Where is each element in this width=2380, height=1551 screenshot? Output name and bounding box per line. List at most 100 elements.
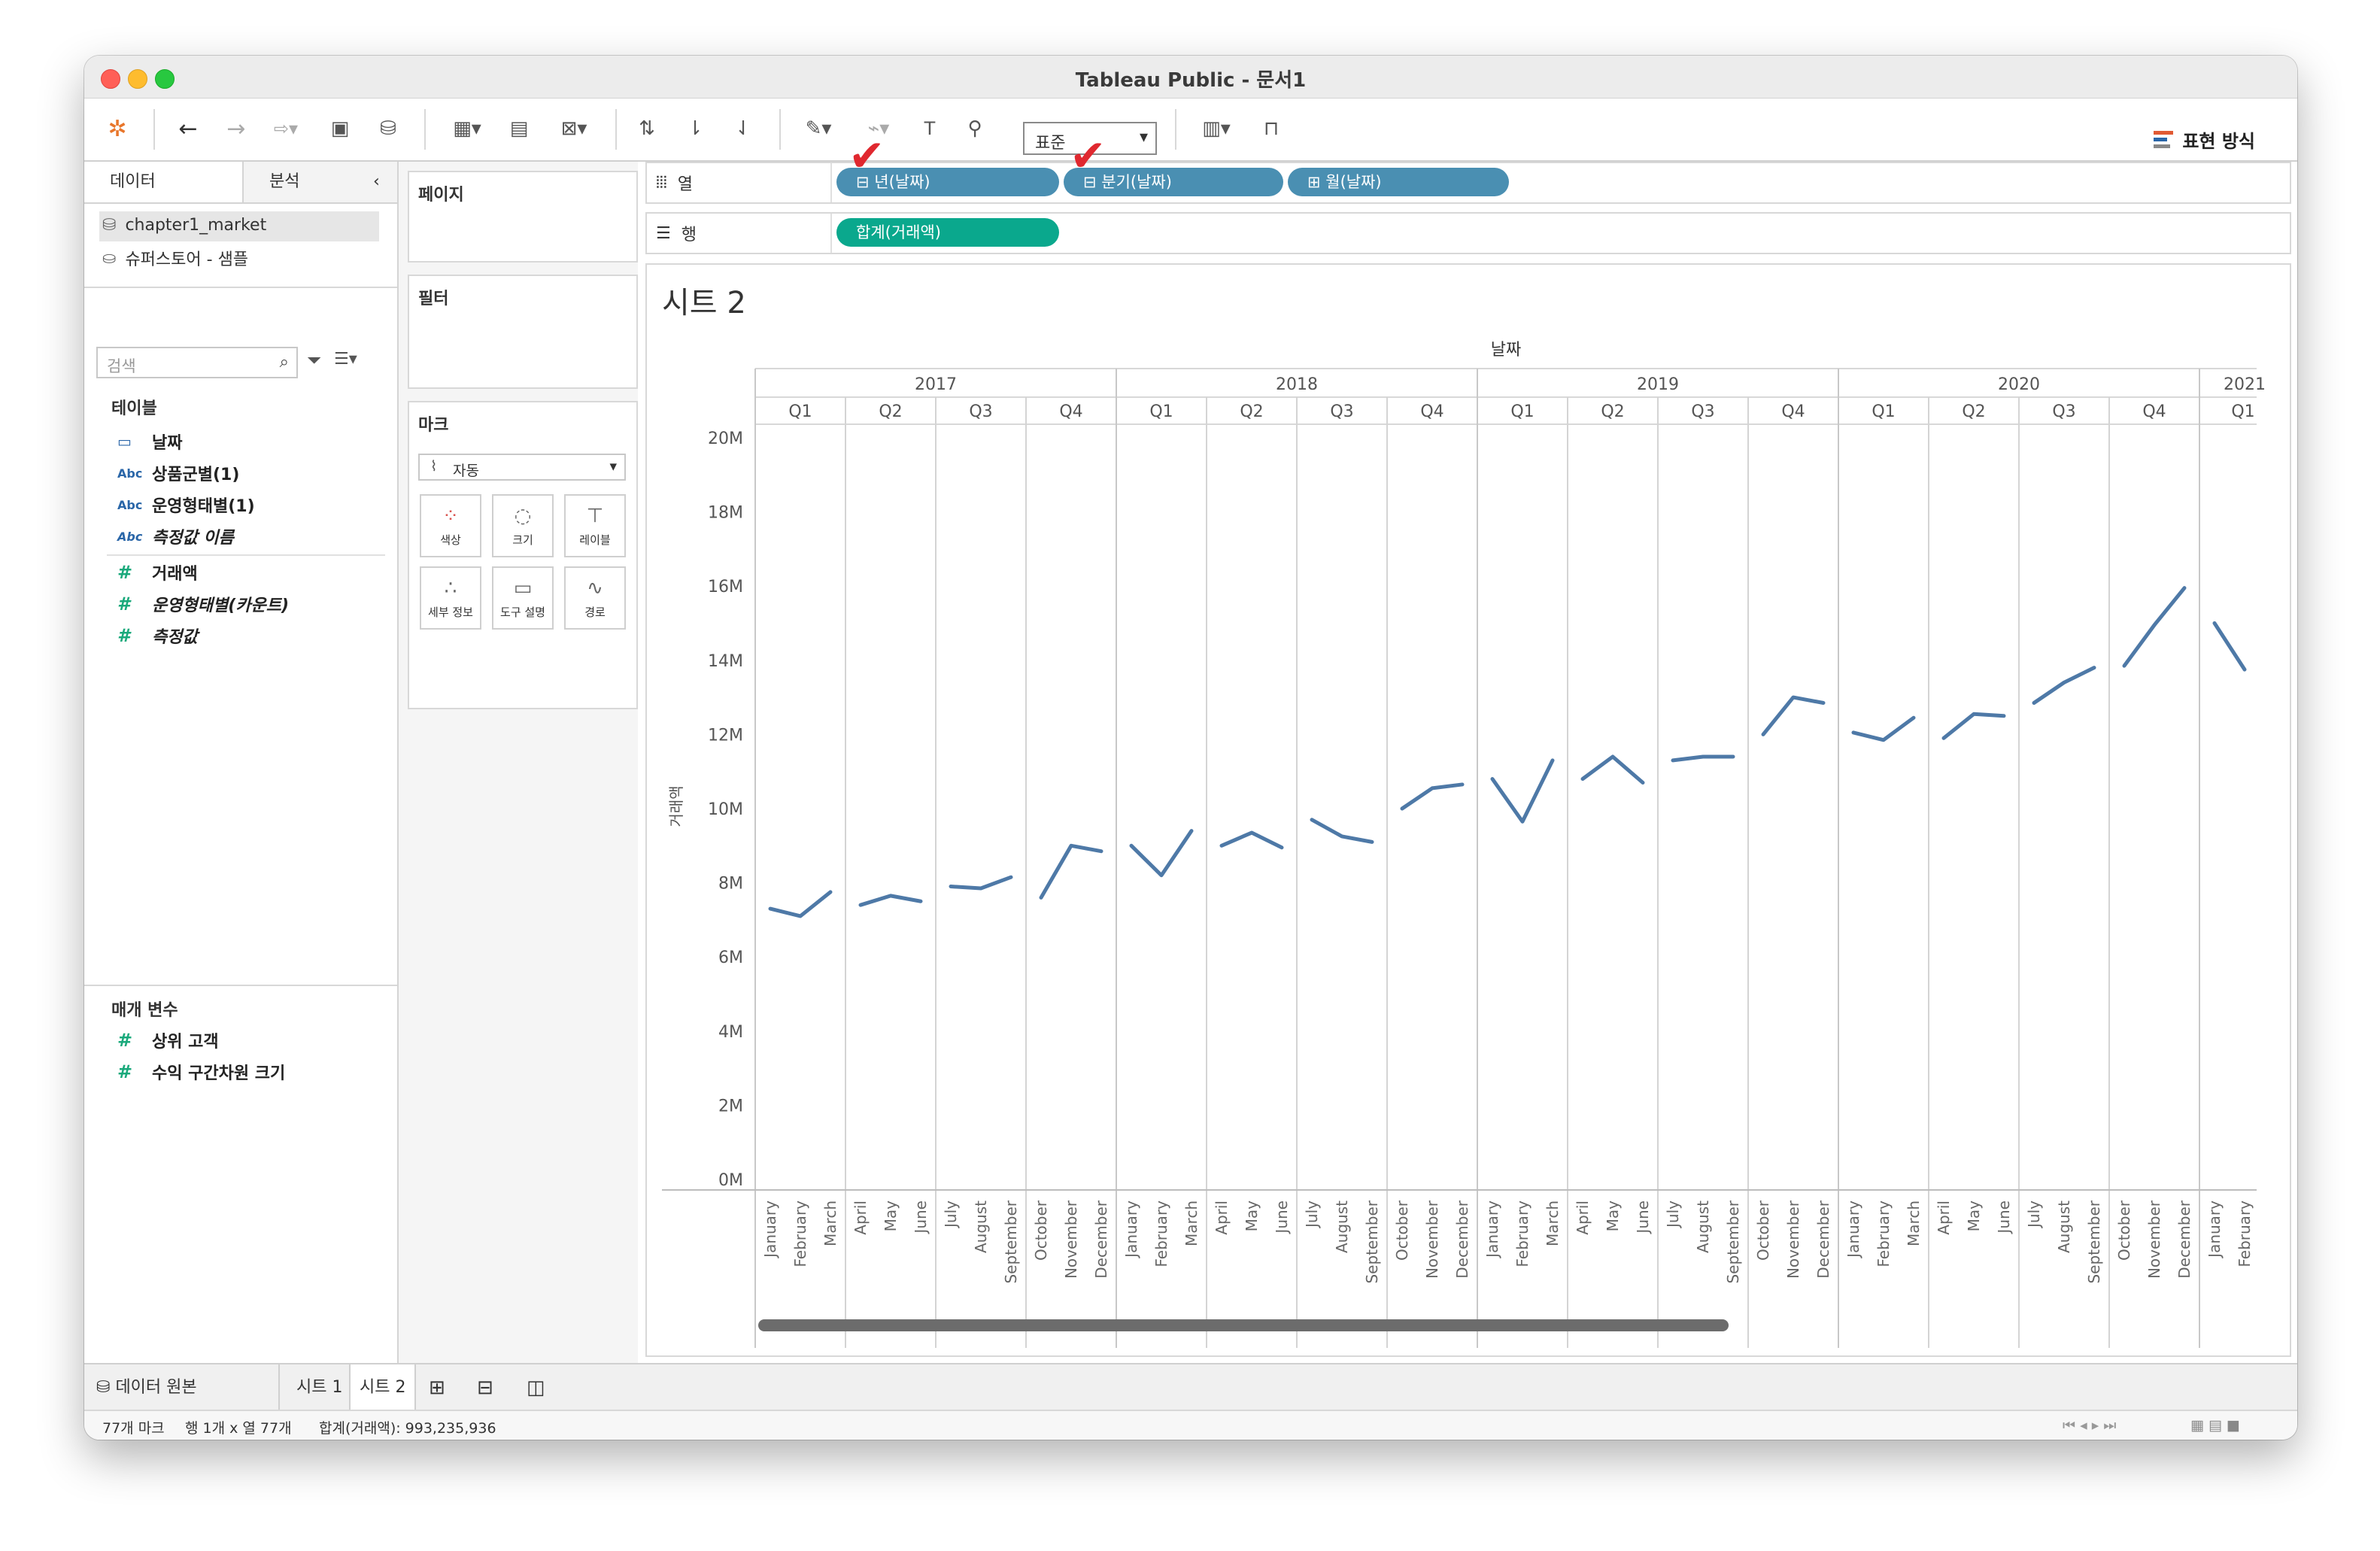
- app-window: Tableau Public - 문서1 ✲ ← → ⇨▾ ▣ ⛁ ▦▾ ▤ ⊠…: [84, 56, 2297, 1440]
- field-search-input[interactable]: 검색 ⌕: [96, 347, 298, 378]
- duplicate-sheet-icon[interactable]: ▤: [509, 117, 529, 140]
- month-label: February: [791, 1200, 809, 1267]
- view-options-icon[interactable]: ☰▾: [334, 350, 357, 369]
- month-label: January: [1844, 1200, 1862, 1259]
- highlight-icon[interactable]: ✎▾: [805, 117, 832, 140]
- pill-sum-transaction[interactable]: 합계(거래액): [836, 218, 1059, 247]
- datasource-icon: ⛁: [102, 216, 117, 235]
- pages-card[interactable]: 페이지: [408, 171, 638, 263]
- y-tick-label: 18M: [708, 504, 743, 523]
- rows-icon: ☰: [656, 223, 671, 243]
- series-line-segment: [1400, 782, 1465, 811]
- month-label: September: [1363, 1200, 1381, 1283]
- status-marks: 77개 마크: [102, 1420, 165, 1437]
- close-window-button[interactable]: [101, 69, 120, 89]
- mark-detail-button[interactable]: ∴ 세부 정보: [420, 566, 481, 630]
- filter-icon[interactable]: ⏷: [307, 350, 322, 371]
- label-icon[interactable]: T: [924, 118, 936, 139]
- datasource-chapter1-market[interactable]: ⛁ chapter1_market: [102, 216, 266, 235]
- presentation-icon[interactable]: ⊓: [1263, 117, 1280, 140]
- datasource-label: 슈퍼스토어 - 샘플: [125, 250, 249, 269]
- tab-sheet-2[interactable]: 시트 2: [349, 1364, 417, 1411]
- new-worksheet-icon[interactable]: ⊞: [429, 1376, 445, 1399]
- filters-card[interactable]: 필터: [408, 275, 638, 389]
- field-label: 운영형태별(1): [152, 497, 255, 516]
- mark-size-button[interactable]: ◌ 크기: [492, 494, 554, 557]
- mark-type-select[interactable]: ⌇ 자동 ▾: [418, 454, 626, 481]
- collapse-pane-icon[interactable]: ‹: [373, 172, 380, 191]
- redo-icon[interactable]: →: [226, 115, 246, 142]
- mark-color-button[interactable]: ⁘ 색상: [420, 494, 481, 557]
- quarter-label: Q2: [1962, 402, 1985, 421]
- tableau-logo-icon[interactable]: ✲: [108, 115, 127, 142]
- fit-icon[interactable]: ▥▾: [1202, 117, 1231, 140]
- datasource-icon: ⛀: [102, 248, 117, 268]
- month-label: March: [1544, 1200, 1562, 1246]
- maximize-window-button[interactable]: [155, 69, 175, 89]
- horizontal-scrollbar[interactable]: [758, 1319, 1729, 1331]
- field-measure-names[interactable]: Abc 측정값 이름: [117, 524, 234, 548]
- y-tick-label: 20M: [708, 429, 743, 448]
- swap-icon[interactable]: ⇅: [639, 117, 655, 140]
- page-nav-icon[interactable]: ⏮ ◂ ▸ ⏭: [2063, 1417, 2117, 1434]
- mark-label-button[interactable]: ⊤ 레이블: [564, 494, 626, 557]
- pin-icon[interactable]: ⚲: [967, 117, 982, 140]
- series-line-segment: [1219, 830, 1284, 850]
- field-label: 날짜: [152, 434, 183, 453]
- divider: [830, 163, 832, 202]
- field-operation-count[interactable]: # 운영형태별(카운트): [117, 592, 289, 616]
- tab-sheet-1[interactable]: 시트 1: [296, 1378, 343, 1397]
- label: 열: [677, 175, 694, 194]
- field-transaction-amount[interactable]: # 거래액: [117, 560, 198, 584]
- selected-datasource-highlight: [99, 211, 379, 241]
- month-label: December: [1092, 1200, 1110, 1278]
- mark-tooltip-button[interactable]: ▭ 도구 설명: [492, 566, 554, 630]
- field-measure-values[interactable]: # 측정값: [117, 624, 198, 648]
- undo-icon[interactable]: ←: [178, 115, 198, 142]
- field-product-group[interactable]: Abc 상품군별(1): [117, 461, 239, 485]
- pill-month-date[interactable]: ⊞ 월(날짜): [1288, 168, 1509, 196]
- save-icon[interactable]: ▣: [330, 117, 350, 140]
- columns-shelf[interactable]: ⦙⦙⦙ 열 ⊟ 년(날짜) ⊟ 분기(날짜) ⊞ 월(날짜): [645, 162, 2291, 204]
- fit-select[interactable]: 표준 ▾: [1023, 122, 1157, 155]
- series-line-segment: [949, 875, 1013, 891]
- pill-quarter-date[interactable]: ⊟ 분기(날짜): [1064, 168, 1283, 196]
- sort-ascending-icon[interactable]: ⇂: [687, 117, 703, 140]
- data-pane-tabs: 데이터 분석 ‹: [84, 162, 397, 204]
- replay-icon[interactable]: ⇨▾: [273, 118, 299, 139]
- header-label: 날짜: [1491, 341, 1521, 360]
- pill-label: ⊞: [1307, 173, 1326, 191]
- field-operation-type[interactable]: Abc 운영형태별(1): [117, 493, 255, 517]
- new-datasource-icon[interactable]: ⛁: [380, 117, 396, 140]
- marks-card-title: 마크: [418, 416, 449, 435]
- grid-view-icon[interactable]: ▦ ▤ ■: [2190, 1417, 2240, 1434]
- param-top-customers[interactable]: # 상위 고객: [117, 1028, 219, 1052]
- show-me-button[interactable]: 표현 방식: [2154, 126, 2255, 153]
- param-profit-bin-size[interactable]: # 수익 구간차원 크기: [117, 1060, 285, 1084]
- sort-descending-icon[interactable]: ⇃: [735, 117, 751, 140]
- line-chart: 날짜 2017 2018 2019 2020 2021 Q1 Q2 Q3 Q4 Q1 Q2 Q3 Q4 Q1…: [662, 341, 2266, 1348]
- tab-data[interactable]: 데이터: [84, 162, 244, 202]
- series-line-segment: [2032, 666, 2096, 705]
- columns-shelf-label: ⦙⦙⦙ 열: [656, 171, 693, 195]
- new-dashboard-icon[interactable]: ⊟: [477, 1376, 493, 1399]
- mark-path-button[interactable]: ∿ 경로: [564, 566, 626, 630]
- quarter-label: Q1: [2231, 402, 2254, 421]
- new-sheet-icon[interactable]: ▦▾: [453, 117, 481, 140]
- series-line-segment: [1851, 715, 1916, 742]
- status-sum: 합계(거래액): 993,235,936: [319, 1420, 496, 1437]
- search-placeholder: 검색: [107, 357, 136, 375]
- month-label: June: [912, 1200, 930, 1235]
- tab-analysis[interactable]: 분석: [269, 172, 300, 191]
- group-icon[interactable]: ⌁▾: [867, 117, 890, 140]
- pill-year-date[interactable]: ⊟ 년(날짜): [836, 168, 1059, 196]
- datasource-superstore[interactable]: ⛀ 슈퍼스토어 - 샘플: [102, 246, 248, 270]
- new-story-icon[interactable]: ◫: [527, 1376, 545, 1399]
- rows-shelf[interactable]: ☰ 행 합계(거래액): [645, 212, 2291, 254]
- minimize-window-button[interactable]: [128, 69, 147, 89]
- field-date[interactable]: ▭ 날짜: [117, 429, 182, 454]
- datasource-tab[interactable]: ⛁ 데이터 원본: [96, 1364, 197, 1411]
- clear-sheet-icon[interactable]: ⊠▾: [560, 117, 587, 140]
- pill-text: 합계(거래액): [856, 223, 941, 241]
- quarter-label: Q2: [1240, 402, 1263, 421]
